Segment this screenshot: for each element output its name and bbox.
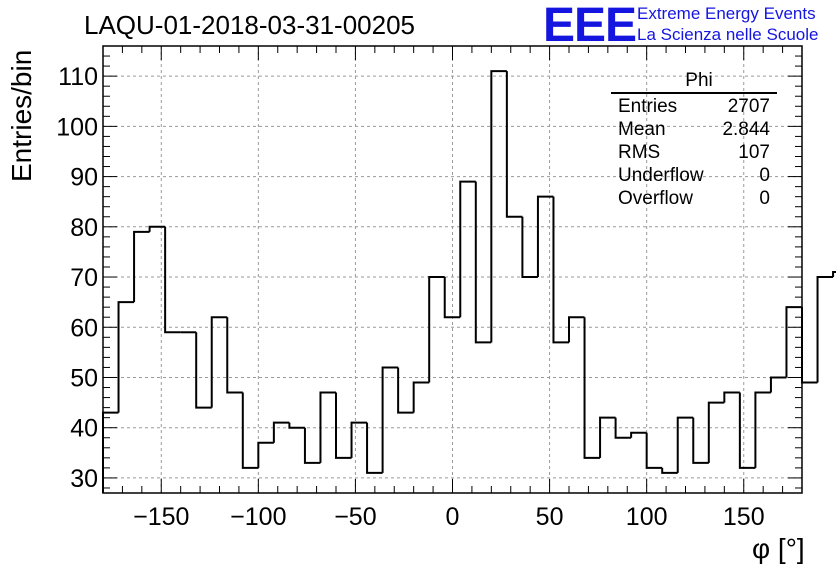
histogram-bin [459, 180, 476, 318]
stats-label: Mean [618, 119, 666, 140]
x-tick-label: −150 [133, 503, 189, 531]
histogram-bin [568, 316, 585, 343]
stats-box: Phi Entries 2707 Mean 2.844 RMS 107 Unde… [611, 70, 777, 210]
histogram-bin [583, 317, 601, 459]
histogram-bin [676, 416, 694, 473]
stats-title: Phi [685, 70, 713, 91]
stats-row-rms: RMS 107 [611, 141, 777, 164]
stats-value: 0 [759, 188, 770, 209]
histogram-bin [505, 71, 523, 218]
stats-value: 107 [738, 142, 770, 163]
logo-line-1: Extreme Energy Events [637, 4, 816, 23]
y-tick-label: 50 [70, 364, 98, 392]
histogram-bin [117, 301, 135, 413]
stats-value: 0 [759, 165, 770, 186]
stats-label: Underflow [618, 165, 704, 186]
histogram-bin [226, 317, 243, 394]
histogram-bin [397, 367, 414, 414]
histogram-bin [272, 421, 290, 443]
histogram-bin [816, 276, 834, 383]
y-tick-label: 40 [70, 415, 98, 443]
histogram-bin [257, 441, 274, 468]
histogram-bin [164, 226, 181, 334]
histogram-bin [303, 427, 321, 464]
x-tick-label: −50 [334, 503, 376, 531]
histogram-bin [754, 391, 771, 468]
y-tick-label: 70 [70, 264, 98, 292]
stats-value: 2707 [727, 96, 770, 117]
histogram-bin [599, 416, 616, 458]
histogram-bin [552, 196, 569, 344]
stats-row-entries: Entries 2707 [611, 95, 777, 118]
x-tick-label: −100 [230, 503, 286, 531]
x-tick-label: 50 [536, 503, 564, 531]
stats-label: RMS [618, 142, 661, 163]
histogram-bin [443, 277, 461, 319]
y-tick-label: 110 [58, 63, 98, 91]
logo-line-2: La Scienza nelle Scuole [637, 25, 819, 44]
stats-row-underflow: Underflow 0 [611, 164, 777, 187]
y-tick-label: 90 [70, 164, 98, 192]
plot-title: LAQU-01-2018-03-31-00205 [84, 10, 415, 40]
logo-letters: EEE [543, 0, 637, 52]
histogram-bin [785, 306, 802, 378]
histogram-bin [241, 392, 259, 469]
histogram-bin [133, 230, 150, 303]
histogram-bin [335, 392, 352, 459]
histogram-bin [350, 421, 368, 458]
histogram-bin [723, 391, 740, 403]
histogram-bin [319, 391, 336, 463]
histogram-bin [801, 307, 818, 384]
x-axis-label: φ [°] [752, 533, 805, 564]
y-axis-label: Entries/bin [6, 49, 37, 182]
stats-label: Entries [618, 96, 678, 117]
histogram-bin [102, 411, 119, 493]
eee-logo: EEE Extreme Energy Events La Scienza nel… [540, 0, 836, 52]
histogram-bin [412, 381, 430, 413]
stats-label: Overflow [618, 188, 693, 209]
histogram-bin [366, 422, 383, 474]
stats-rule [611, 92, 777, 94]
x-tick-label: 0 [446, 503, 460, 531]
histogram-bin [645, 432, 663, 469]
histogram-bin [288, 422, 305, 429]
histogram-bin [490, 70, 507, 343]
y-tick-label: 100 [56, 113, 98, 141]
histogram-bin [769, 376, 787, 393]
histogram-bin [692, 417, 709, 464]
stats-value: 2.844 [722, 119, 770, 140]
histogram-bin [148, 225, 166, 232]
histogram-bin [195, 332, 212, 409]
histogram-bin [630, 431, 647, 438]
histogram-bin [707, 401, 725, 463]
y-tick-label: 80 [70, 214, 98, 242]
stats-row-overflow: Overflow 0 [611, 187, 777, 210]
histogram-bin [210, 316, 228, 408]
y-tick-label: 60 [70, 314, 98, 342]
histogram-bin [614, 417, 632, 439]
histogram-bin [536, 195, 554, 278]
x-tick-label: 150 [723, 503, 765, 531]
stats-row-mean: Mean 2.844 [611, 118, 777, 141]
y-tick-label: 30 [70, 465, 98, 493]
histogram-bin [381, 366, 399, 473]
histogram-bin [474, 181, 492, 344]
histogram-bin [738, 392, 756, 469]
histogram-bin [832, 271, 836, 278]
histogram-bin [521, 216, 538, 279]
histogram-bin [661, 467, 678, 474]
histogram-bin [428, 276, 445, 383]
x-tick-label: 100 [626, 503, 668, 531]
